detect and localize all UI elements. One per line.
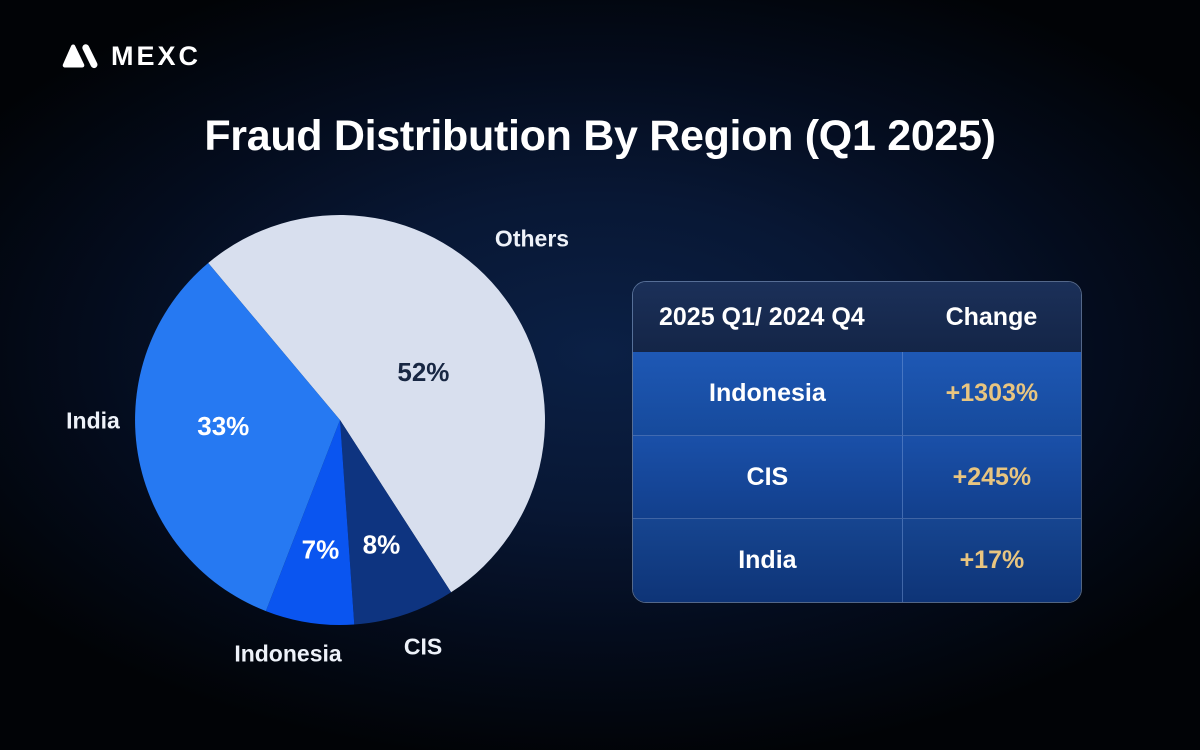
pie-slice-others — [208, 215, 545, 593]
pie-slice-india — [135, 263, 340, 612]
table-header-period: 2025 Q1/ 2024 Q4 — [659, 302, 865, 331]
pie-slice-indonesia — [265, 420, 355, 625]
pie-value-indonesia: 7% — [302, 535, 340, 565]
table-cell-change: +1303% — [901, 352, 1081, 435]
change-table: 2025 Q1/ 2024 Q4 Change Indonesia +1303%… — [632, 281, 1082, 603]
pie-value-others: 52% — [397, 357, 449, 387]
mexc-logo-icon — [62, 44, 98, 69]
table-row: Indonesia +1303% — [633, 352, 1081, 435]
table-cell-region: Indonesia — [709, 378, 826, 407]
pie-label-india: India — [66, 407, 120, 434]
table-row: India +17% — [633, 518, 1081, 602]
table-cell-region: India — [738, 546, 797, 575]
pie-value-cis: 8% — [363, 530, 401, 560]
table-cell-region: CIS — [746, 462, 789, 491]
table-cell-change: +17% — [901, 519, 1081, 602]
pie-label-others: Others — [494, 225, 570, 252]
table-header-row: 2025 Q1/ 2024 Q4 Change — [633, 282, 1081, 352]
pie-chart: 52% 8% 7% 33% — [135, 215, 545, 625]
pie-slice-cis — [340, 420, 452, 625]
pie-label-indonesia: Indonesia — [234, 640, 342, 667]
pie-value-india: 33% — [197, 411, 249, 441]
page-title: Fraud Distribution By Region (Q1 2025) — [204, 112, 996, 160]
mexc-logo: MEXC — [62, 42, 201, 70]
brand-name: MEXC — [111, 40, 202, 71]
table-row: CIS +245% — [633, 434, 1081, 519]
table-header-change: Change — [945, 302, 1038, 331]
pie-label-cis: CIS — [403, 633, 443, 660]
table-cell-change: +245% — [901, 435, 1081, 519]
